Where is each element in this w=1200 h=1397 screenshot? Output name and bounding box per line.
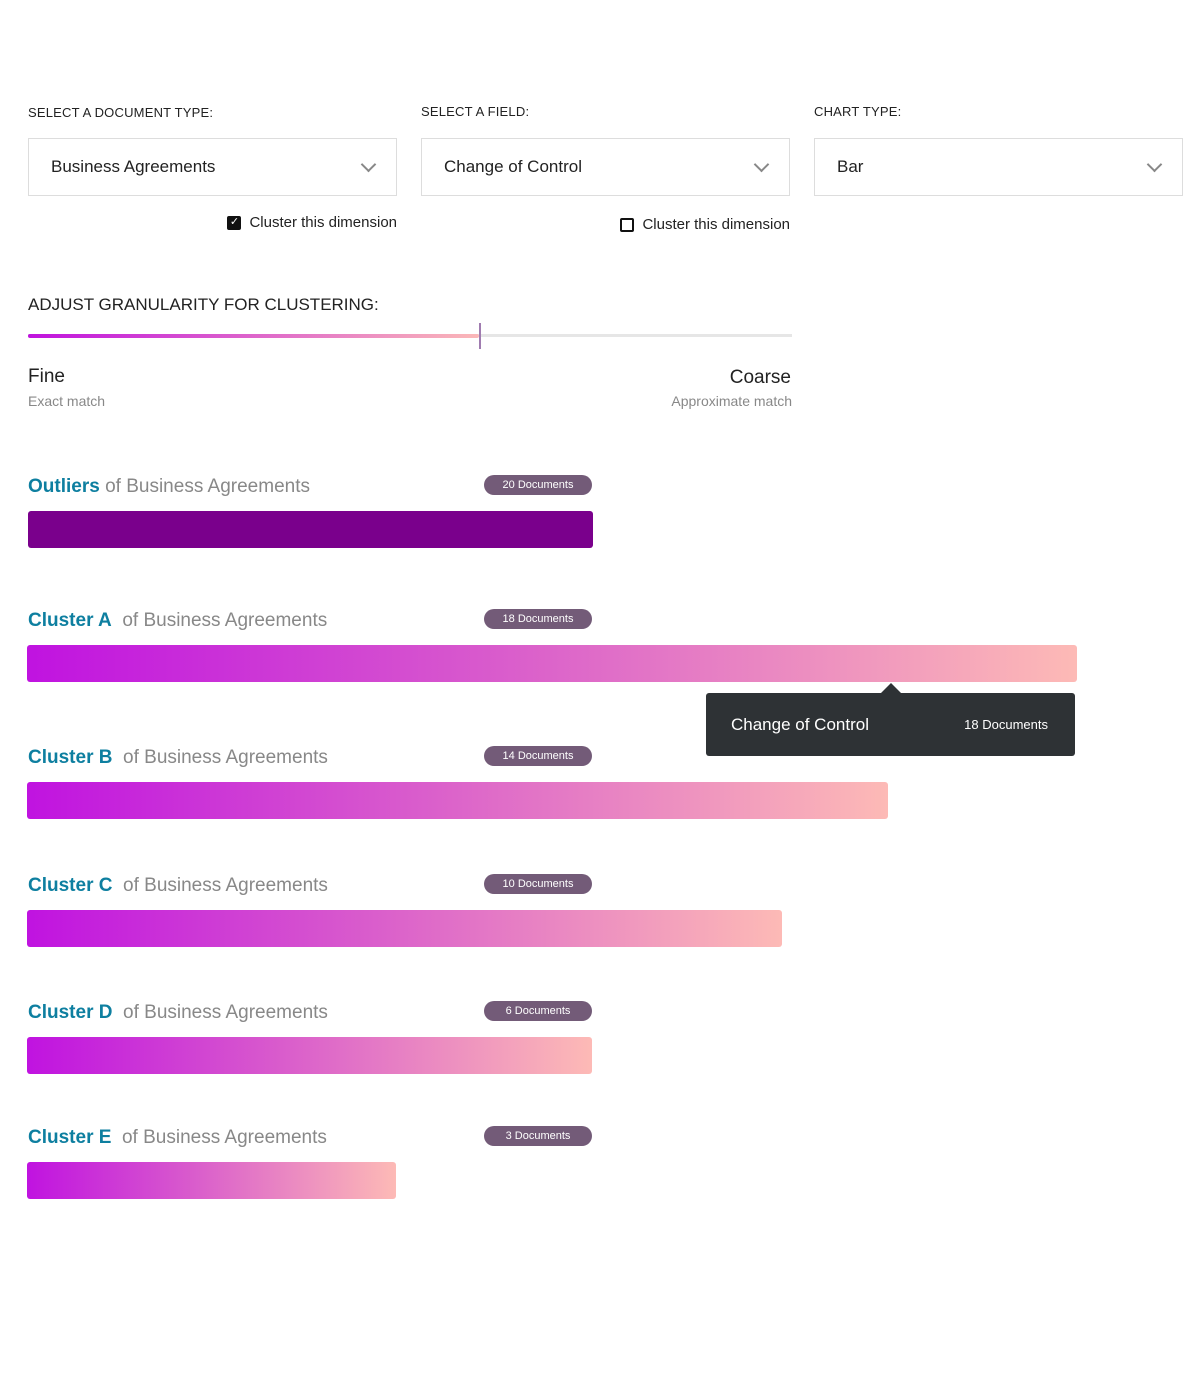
document-count-badge: 3 Documents	[484, 1126, 592, 1146]
tooltip-field: Change of Control	[731, 714, 869, 734]
cluster-bar[interactable]	[27, 645, 1077, 682]
document-type-label: SELECT A DOCUMENT TYPE:	[28, 105, 214, 120]
cluster-label: Cluster this dimension	[642, 216, 790, 233]
cluster-label: Cluster this dimension	[249, 214, 397, 231]
checkbox-unchecked-icon[interactable]	[620, 217, 635, 232]
cluster-name[interactable]: Cluster D	[28, 1002, 113, 1023]
granularity-slider[interactable]	[28, 323, 792, 349]
cluster-suffix: of Business Agreements	[123, 747, 328, 768]
cluster-name[interactable]: Cluster C	[28, 875, 113, 896]
cluster-title: Cluster A of Business Agreements	[28, 610, 327, 632]
slider-fill	[28, 333, 479, 338]
cluster-title: Outliers of Business Agreements	[28, 476, 310, 498]
bar-tooltip: Change of Control 18 Documents	[706, 683, 1075, 756]
field-label: SELECT A FIELD:	[421, 104, 530, 119]
cluster-bar[interactable]	[27, 1037, 592, 1074]
fine-sublabel: Exact match	[28, 393, 106, 409]
cluster-suffix: of Business Agreements	[123, 875, 328, 896]
chevron-down-icon	[360, 156, 377, 172]
chevron-down-icon	[1146, 156, 1163, 172]
cluster-document-type-checkbox[interactable]: ✓ Cluster this dimension	[227, 214, 397, 231]
tooltip-count: 18 Documents	[964, 717, 1048, 732]
cluster-bar[interactable]	[28, 511, 593, 548]
field-select[interactable]: Change of Control	[421, 138, 790, 196]
cluster-name[interactable]: Cluster A	[28, 610, 112, 631]
document-count-badge: 6 Documents	[484, 1001, 592, 1021]
chart-type-select[interactable]: Bar	[814, 138, 1183, 196]
granularity-title: ADJUST GRANULARITY FOR CLUSTERING:	[28, 295, 379, 314]
document-type-select[interactable]: Business Agreements	[28, 138, 397, 196]
cluster-name[interactable]: Cluster E	[28, 1127, 112, 1148]
chevron-down-icon	[753, 156, 770, 172]
coarse-sublabel: Approximate match	[671, 393, 792, 409]
cluster-bar[interactable]	[27, 910, 782, 947]
cluster-title: Cluster D of Business Agreements	[28, 1002, 328, 1024]
cluster-suffix: of Business Agreements	[105, 476, 310, 497]
document-type-value: Business Agreements	[51, 157, 216, 176]
cluster-bar[interactable]	[27, 1162, 396, 1199]
field-value: Change of Control	[444, 157, 582, 176]
cluster-field-checkbox[interactable]: Cluster this dimension	[620, 216, 790, 233]
document-count-badge: 14 Documents	[484, 746, 592, 766]
slider-handle[interactable]	[478, 323, 481, 349]
cluster-name[interactable]: Cluster B	[28, 747, 113, 768]
cluster-name[interactable]: Outliers	[28, 476, 100, 497]
cluster-title: Cluster E of Business Agreements	[28, 1127, 327, 1149]
coarse-label: Coarse	[729, 367, 791, 388]
document-count-badge: 20 Documents	[484, 475, 592, 495]
chart-type-label: CHART TYPE:	[814, 104, 902, 119]
document-count-badge: 10 Documents	[484, 874, 592, 894]
cluster-bar[interactable]	[27, 782, 888, 819]
fine-label: Fine	[28, 366, 65, 387]
cluster-suffix: of Business Agreements	[121, 1127, 327, 1148]
checkbox-checked-icon[interactable]: ✓	[227, 215, 242, 230]
cluster-suffix: of Business Agreements	[122, 610, 328, 631]
document-count-badge: 18 Documents	[484, 609, 592, 629]
cluster-title: Cluster C of Business Agreements	[28, 875, 328, 897]
cluster-title: Cluster B of Business Agreements	[28, 747, 328, 769]
chart-type-value: Bar	[837, 157, 864, 176]
cluster-suffix: of Business Agreements	[123, 1002, 328, 1023]
